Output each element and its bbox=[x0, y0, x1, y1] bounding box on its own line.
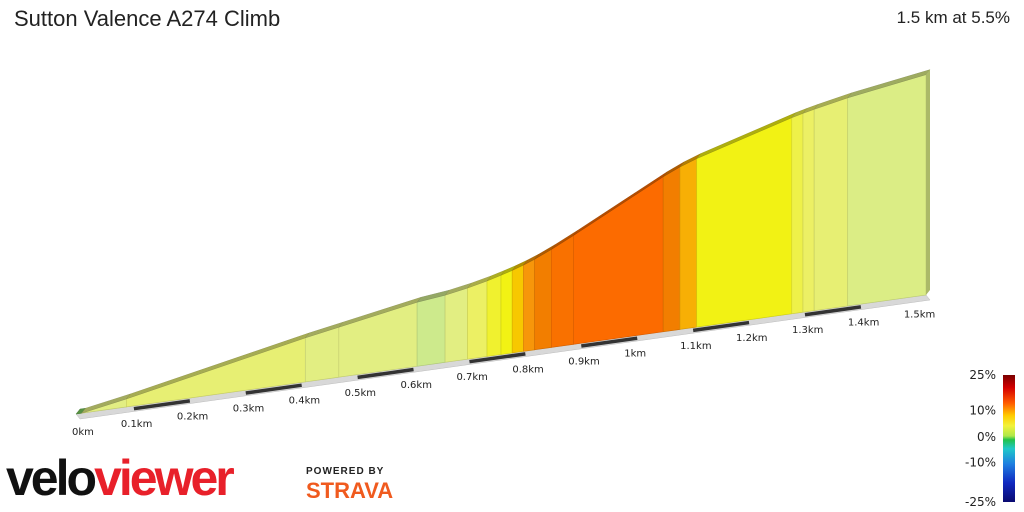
profile-segments bbox=[75, 74, 927, 415]
veloviewer-logo[interactable]: veloviewer bbox=[6, 448, 235, 508]
profile-segment bbox=[467, 280, 488, 360]
distance-axis-segment bbox=[692, 320, 750, 333]
distance-axis-segment bbox=[581, 336, 638, 348]
veloviewer-logo-viewer: viewer bbox=[94, 450, 235, 506]
profile-segment bbox=[802, 108, 815, 313]
distance-tick-label: 0.6km bbox=[401, 380, 432, 391]
profile-segment bbox=[791, 112, 804, 315]
distance-tick-label: 0.2km bbox=[177, 411, 208, 422]
distance-axis: 0km 0.1km 0.2km 0.3km 0.4km 0.5km 0.6km 0.7km 0.… bbox=[72, 305, 935, 438]
profile-segment bbox=[813, 97, 849, 312]
profile-segment bbox=[679, 158, 698, 330]
distance-axis-segment bbox=[469, 352, 526, 364]
distance-tick-label: 0.3km bbox=[233, 404, 264, 415]
distance-tick-label: 1.4km bbox=[848, 317, 879, 328]
gradient-scale-label: -10% bbox=[965, 456, 996, 470]
gradient-scale-legend: 25% 10% 0% -10% -25% bbox=[965, 368, 1015, 509]
strava-logo[interactable]: STRAVA bbox=[306, 478, 394, 503]
distance-tick-label: 0.4km bbox=[289, 396, 320, 407]
distance-axis-segment bbox=[133, 399, 191, 411]
distance-tick-label: 1.3km bbox=[792, 325, 823, 336]
profile-segment bbox=[523, 258, 535, 352]
distance-axis-segment bbox=[357, 367, 414, 380]
distance-tick-label: 0.1km bbox=[121, 419, 152, 430]
page-title: Sutton Valence A274 Climb bbox=[14, 6, 281, 31]
profile-segment bbox=[416, 294, 446, 367]
distance-axis-segment bbox=[804, 305, 862, 317]
distance-tick-label: 1km bbox=[624, 349, 646, 360]
powered-by-text: POWERED BY bbox=[306, 466, 385, 477]
profile-end-cap bbox=[926, 69, 930, 295]
gradient-scale-label: 0% bbox=[977, 430, 996, 444]
gradient-scale-label: 25% bbox=[969, 368, 996, 382]
distance-tick-label: 0.9km bbox=[568, 357, 599, 368]
distance-tick-label: 0.8km bbox=[512, 364, 543, 375]
distance-tick-label: 1.2km bbox=[736, 333, 767, 344]
distance-axis-segment bbox=[245, 383, 302, 395]
gradient-scale-label: -25% bbox=[965, 495, 996, 509]
profile-segment bbox=[534, 248, 552, 351]
distance-tick-label: 1.5km bbox=[904, 310, 935, 321]
profile-segment bbox=[573, 176, 664, 345]
profile-segment bbox=[486, 274, 502, 357]
gradient-scale-bar bbox=[1003, 375, 1015, 502]
profile-segment bbox=[662, 166, 681, 333]
branding-footer: veloviewer POWERED BY STRAVA bbox=[6, 448, 426, 508]
distance-tick-label: 1.1km bbox=[680, 341, 711, 352]
veloviewer-logo-velo: velo bbox=[6, 450, 97, 506]
profile-segment bbox=[511, 264, 524, 354]
gradient-scale-labels: 25% 10% 0% -10% -25% bbox=[965, 368, 996, 509]
gradient-scale-label: 10% bbox=[969, 404, 996, 418]
distance-tick-label: 0.5km bbox=[345, 388, 376, 399]
climb-summary: 1.5 km at 5.5% bbox=[896, 8, 1010, 27]
distance-tick-label: 0.7km bbox=[456, 372, 487, 383]
profile-segment bbox=[847, 74, 927, 307]
profile-segment bbox=[500, 269, 513, 355]
profile-segment bbox=[444, 287, 468, 363]
profile-segment bbox=[551, 234, 574, 348]
profile-top-edge bbox=[75, 69, 931, 415]
distance-tick-label: 0km bbox=[72, 427, 94, 438]
